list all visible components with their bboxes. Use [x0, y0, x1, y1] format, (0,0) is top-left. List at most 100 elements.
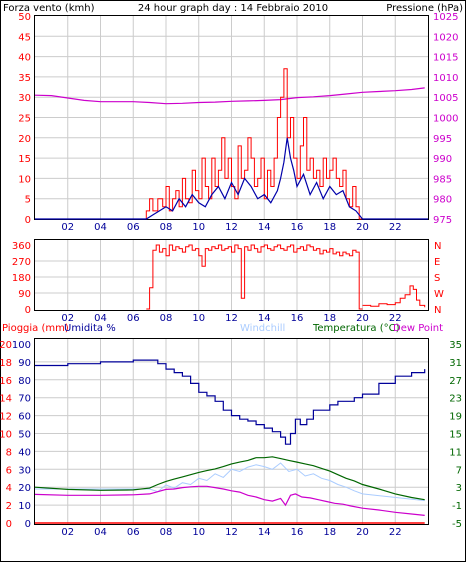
x-tick-label: 12 — [225, 527, 238, 538]
direction-y-tick: 270 — [12, 257, 31, 268]
x-tick-label: 08 — [160, 313, 173, 324]
x-tick-label: 12 — [225, 313, 238, 324]
temperature-y-tick: 31 — [449, 358, 462, 369]
pressure-y-tick: 1000 — [433, 114, 458, 125]
x-tick-label: 02 — [61, 527, 74, 538]
x-tick-label: 04 — [94, 527, 107, 538]
rain-y-tick: 8 — [6, 447, 12, 458]
x-tick-label: 16 — [291, 222, 304, 233]
compass-label: W — [434, 289, 444, 300]
x-tick-label: 06 — [127, 222, 140, 233]
x-tick-label: 14 — [258, 222, 271, 233]
legend-humidity: Umidita % — [64, 323, 116, 334]
temperature-line — [34, 456, 425, 501]
pressure-y-tick: 1005 — [433, 93, 458, 104]
x-tick-label: 06 — [127, 313, 140, 324]
humidity-y-tick: 50 — [18, 430, 31, 441]
compass-label: N — [434, 241, 441, 252]
x-tick-label: 18 — [323, 222, 336, 233]
wind-y-tick: 15 — [18, 154, 31, 165]
x-tick-label: 22 — [389, 222, 402, 233]
x-tick-label: 14 — [258, 527, 271, 538]
x-tick-label: 02 — [61, 222, 74, 233]
x-tick-label: 18 — [323, 313, 336, 324]
wind-y-tick: 50 — [18, 12, 31, 23]
weather-panel-series — [34, 359, 426, 524]
temperature-y-tick: 19 — [449, 412, 462, 423]
humidity-y-tick: 40 — [18, 447, 31, 458]
temperature-y-tick: 27 — [449, 376, 462, 387]
rain-y-tick: 10 — [0, 430, 12, 441]
x-tick-label: 14 — [258, 313, 271, 324]
pressure-y-tick: 990 — [433, 154, 452, 165]
wind-y-tick: 20 — [18, 134, 31, 145]
humidity-y-tick: 60 — [18, 412, 31, 423]
x-tick-label: 16 — [291, 313, 304, 324]
x-tick-label: 10 — [192, 313, 205, 324]
humidity-y-tick: 20 — [18, 483, 31, 494]
chart-title: 24 hour graph day : 14 Febbraio 2010 — [138, 3, 328, 14]
temperature-y-tick: 35 — [449, 340, 462, 351]
direction-y-tick: 180 — [12, 273, 31, 284]
direction-y-tick: 360 — [12, 241, 31, 252]
humidity-y-tick: 30 — [18, 465, 31, 476]
legend-windchill: Windchill — [240, 323, 285, 334]
temperature-y-tick: 23 — [449, 394, 462, 405]
wind-direction-line — [362, 285, 426, 308]
compass-label: N — [434, 305, 441, 316]
wind-speed-line — [35, 68, 428, 220]
x-tick-label: 22 — [389, 527, 402, 538]
compass-label: S — [434, 273, 440, 284]
temperature-y-tick: 7 — [456, 465, 462, 476]
x-tick-label: 10 — [192, 222, 205, 233]
humidity-y-tick: 90 — [18, 358, 31, 369]
direction-panel-series — [146, 244, 426, 310]
pressure-y-tick: 985 — [433, 174, 452, 185]
pressure-y-tick: 1025 — [433, 12, 458, 23]
windchill-line — [35, 462, 425, 502]
x-tick-label: 10 — [192, 527, 205, 538]
humidity-y-tick: 10 — [18, 501, 31, 512]
wind-y-tick: 0 — [25, 215, 31, 226]
pressure-y-tick: 995 — [433, 134, 452, 145]
rain-y-tick: 20 — [0, 340, 12, 351]
rain-y-tick: 6 — [6, 465, 12, 476]
wind-y-tick: 25 — [18, 114, 31, 125]
wind-y-tick: 10 — [18, 174, 31, 185]
rain-y-tick: 12 — [0, 412, 12, 423]
x-tick-label: 08 — [160, 222, 173, 233]
x-tick-label: 20 — [356, 313, 369, 324]
temperature-y-tick: 15 — [449, 430, 462, 441]
x-tick-label: 16 — [291, 527, 304, 538]
x-tick-label: 18 — [323, 527, 336, 538]
humidity-y-tick: 0 — [25, 519, 31, 530]
wind-panel-axes: 02 04 06 08 10 12 14 16 18 20 22051015202530354045… — [18, 12, 458, 233]
x-tick-label: 06 — [127, 527, 140, 538]
rain-y-tick: 0 — [6, 519, 12, 530]
rain-y-tick: 4 — [6, 483, 12, 494]
wind-axis-label: Forza vento (kmh) — [3, 3, 95, 14]
wind-average-line — [35, 137, 428, 220]
x-tick-label: 22 — [389, 313, 402, 324]
x-tick-label: 02 — [61, 313, 74, 324]
temperature-y-tick: 11 — [449, 447, 462, 458]
wind-panel-series — [34, 68, 428, 220]
x-tick-label: 12 — [225, 222, 238, 233]
humidity-y-tick: 70 — [18, 394, 31, 405]
legend-temperature: Temperatura (°C) — [312, 323, 400, 334]
x-tick-label: 04 — [94, 313, 107, 324]
pressure-y-tick: 980 — [433, 195, 452, 206]
temperature-y-tick: -1 — [452, 501, 462, 512]
pressure-y-tick: 1010 — [433, 73, 458, 84]
direction-y-tick: 90 — [18, 289, 31, 300]
wind-y-tick: 35 — [18, 73, 31, 84]
rain-y-tick: 16 — [0, 376, 12, 387]
rain-y-tick: 2 — [6, 501, 12, 512]
rain-y-tick: 18 — [0, 358, 12, 369]
legend-dewpoint: Dew Point — [393, 323, 443, 334]
legend-rain: Pioggia (mm) — [2, 323, 69, 334]
